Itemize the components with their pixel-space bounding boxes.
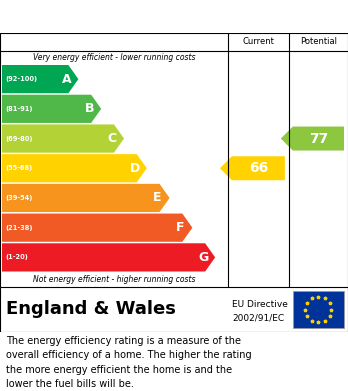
Text: (21-38): (21-38) — [5, 225, 32, 231]
Polygon shape — [281, 127, 344, 151]
Text: 2002/91/EC: 2002/91/EC — [232, 313, 284, 322]
Text: (92-100): (92-100) — [5, 76, 37, 82]
Text: G: G — [198, 251, 208, 264]
Text: EU Directive: EU Directive — [232, 300, 288, 308]
Text: (81-91): (81-91) — [5, 106, 32, 112]
Text: 77: 77 — [309, 131, 328, 145]
Polygon shape — [2, 154, 147, 182]
Text: 66: 66 — [249, 161, 268, 175]
Polygon shape — [2, 184, 169, 212]
Text: (55-68): (55-68) — [5, 165, 32, 171]
Polygon shape — [2, 65, 78, 93]
Text: C: C — [108, 132, 117, 145]
Text: F: F — [176, 221, 184, 234]
Text: (39-54): (39-54) — [5, 195, 32, 201]
Text: D: D — [130, 162, 140, 175]
Polygon shape — [2, 95, 101, 123]
Polygon shape — [2, 213, 192, 242]
Text: (1-20): (1-20) — [5, 255, 28, 260]
Text: Very energy efficient - lower running costs: Very energy efficient - lower running co… — [33, 54, 195, 63]
Text: England & Wales: England & Wales — [6, 301, 176, 319]
Text: Current: Current — [243, 38, 274, 47]
Text: Not energy efficient - higher running costs: Not energy efficient - higher running co… — [33, 276, 195, 285]
Text: Potential: Potential — [300, 38, 337, 47]
Polygon shape — [220, 156, 285, 180]
Text: A: A — [62, 73, 71, 86]
Polygon shape — [2, 124, 124, 152]
Text: Energy Efficiency Rating: Energy Efficiency Rating — [10, 9, 220, 24]
Text: (69-80): (69-80) — [5, 136, 32, 142]
Bar — [293, 291, 344, 328]
Text: The energy efficiency rating is a measure of the
overall efficiency of a home. T: The energy efficiency rating is a measur… — [6, 336, 252, 389]
Text: B: B — [85, 102, 94, 115]
Polygon shape — [2, 243, 215, 271]
Text: E: E — [153, 192, 162, 204]
